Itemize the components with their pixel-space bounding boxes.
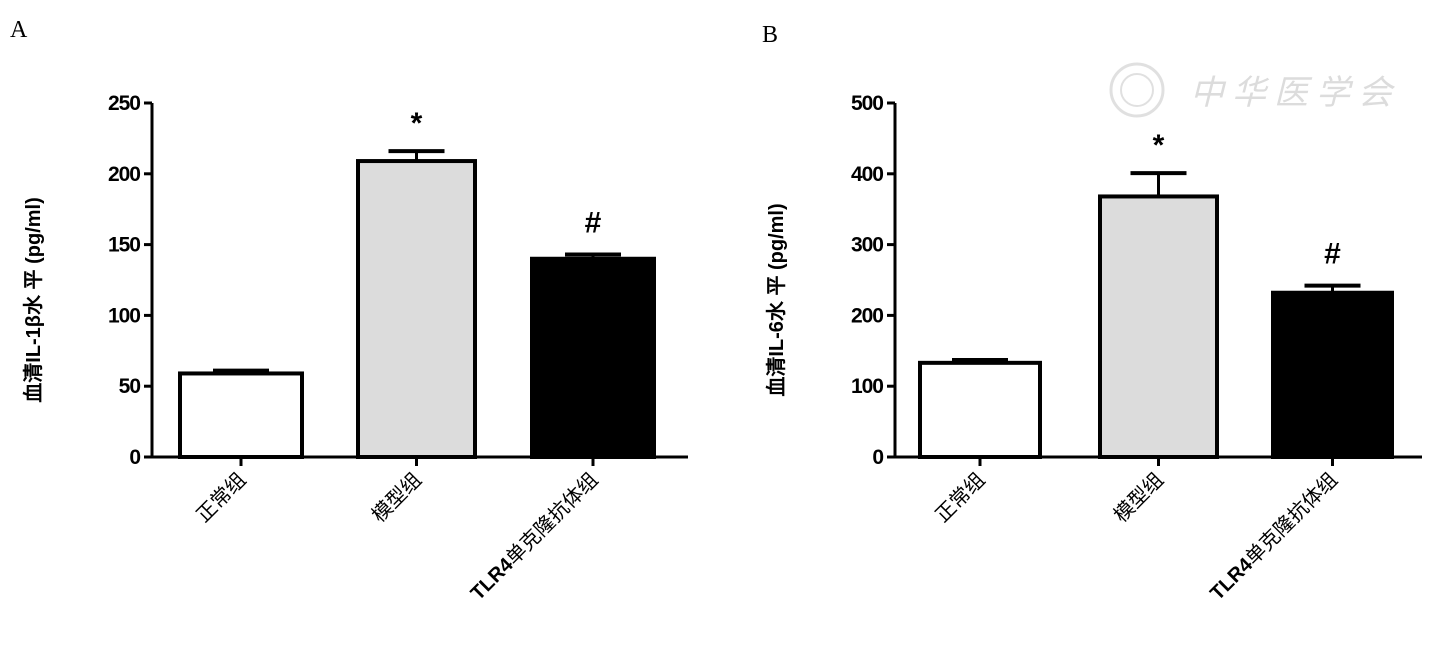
x-tick-label: TLR4单克隆抗体组 [1205, 468, 1342, 605]
bar [1098, 194, 1219, 459]
y-tick-label: 100 [851, 375, 883, 398]
x-tick-label: TLR4单克隆抗体组 [465, 468, 602, 605]
y-tick-label: 200 [108, 163, 140, 186]
significance-marker: # [585, 207, 602, 240]
y-axis-label: 血清IL-6水 平 (pg/ml) [764, 203, 788, 396]
y-axis-label: 血清IL-1β水 平 (pg/ml) [21, 197, 45, 403]
x-tick-label: 模型组 [367, 468, 426, 527]
y-tick-label: 200 [851, 304, 883, 327]
panel-label: A [10, 17, 28, 43]
watermark: 中华医学会 [1109, 62, 1400, 118]
significance-marker: * [411, 107, 423, 140]
y-tick-label: 0 [129, 446, 140, 469]
significance-marker: * [1153, 129, 1165, 162]
watermark-text: 中华医学会 [1190, 73, 1400, 113]
bar [356, 159, 477, 459]
y-tick-label: 150 [108, 234, 140, 257]
bar [918, 360, 1042, 459]
y-tick-label: 500 [851, 92, 883, 115]
y-tick-label: 50 [119, 375, 141, 398]
y-tick-label: 0 [872, 446, 883, 469]
seal-icon [1109, 62, 1165, 118]
panel-label: B [762, 22, 778, 48]
y-tick-label: 100 [108, 304, 140, 327]
x-tick-label: 模型组 [1109, 468, 1168, 527]
significance-marker: # [1324, 238, 1341, 271]
y-tick-label: 250 [108, 92, 140, 115]
bar [178, 371, 304, 459]
bar [1271, 290, 1394, 459]
bar [530, 256, 656, 460]
y-tick-label: 400 [851, 163, 883, 186]
x-tick-label: 正常组 [930, 468, 989, 527]
seal-inner-icon [1120, 73, 1154, 107]
y-tick-label: 300 [851, 234, 883, 257]
x-tick-label: 正常组 [191, 468, 250, 527]
